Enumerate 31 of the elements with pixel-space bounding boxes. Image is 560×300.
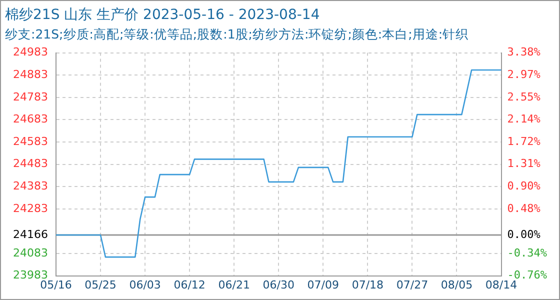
x-tick-label: 06/03 [129, 278, 161, 292]
y2-tick-label: 2.55% [507, 90, 541, 104]
y-tick-label: 24283 [12, 202, 48, 215]
y-tick-label: 24983 [12, 46, 48, 59]
y2-tick-label: 0.90% [507, 179, 541, 192]
y2-tick-label: 0.00% [507, 228, 541, 241]
y2-tick-label: 1.31% [507, 157, 541, 170]
y-tick-label: 24683 [12, 112, 48, 126]
x-tick-label: 05/25 [84, 278, 116, 292]
x-tick-label: 07/27 [396, 278, 428, 292]
y-tick-label: 24383 [12, 179, 48, 192]
x-tick-label: 07/18 [352, 278, 384, 292]
y2-tick-label: 3.38% [507, 46, 541, 59]
y2-tick-label: 0.48% [507, 202, 541, 215]
y2-tick-label: 1.72% [507, 135, 541, 148]
y-tick-label: 24483 [12, 157, 48, 170]
y-tick-label: 24083 [12, 246, 48, 260]
y2-tick-label: 2.14% [507, 112, 541, 126]
x-tick-label: 06/12 [174, 278, 206, 292]
x-tick-label: 08/05 [440, 278, 473, 292]
y-tick-label: 24783 [12, 90, 48, 104]
chart-subtitle: 纱支:21S;纱质:高配;等级:优等品;股数:1股;纺纱方法:环锭纺;颜色:本白;用途:针织 [5, 26, 469, 42]
chart-title: 棉纱21S 山东 生产价 2023-05-16 - 2023-08-14 [5, 7, 320, 24]
y2-tick-label: 2.97% [507, 68, 541, 81]
x-tick-label: 06/30 [262, 278, 294, 292]
x-tick-label: 06/21 [218, 278, 250, 292]
y-tick-label: 24583 [12, 134, 48, 148]
y-tick-label: 24166 [12, 228, 48, 241]
x-tick-label: 07/09 [307, 278, 340, 292]
y2-tick-label: -0.34% [507, 246, 548, 260]
y-tick-label: 24883 [12, 68, 48, 81]
